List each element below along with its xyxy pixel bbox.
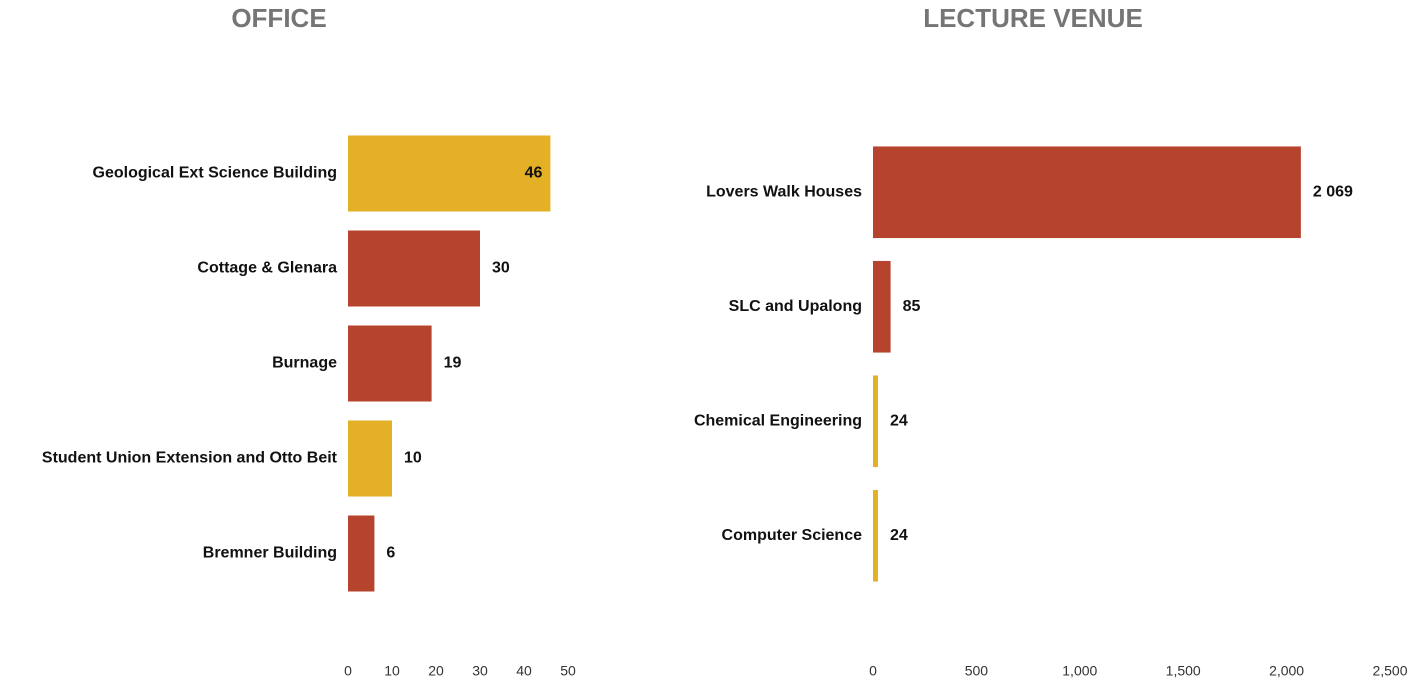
bar xyxy=(348,420,392,497)
value-label: 19 xyxy=(444,355,462,372)
category-label: Burnage xyxy=(272,355,337,372)
value-label: 6 xyxy=(386,545,395,562)
x-tick-label: 30 xyxy=(472,663,488,679)
bar xyxy=(348,230,480,307)
bar xyxy=(873,260,891,353)
bar xyxy=(873,489,878,582)
x-tick-label: 500 xyxy=(965,663,989,679)
bar xyxy=(348,325,432,402)
x-tick-label: 1,500 xyxy=(1166,663,1201,679)
category-label: Chemical Engineering xyxy=(694,412,862,429)
category-label: Cottage & Glenara xyxy=(197,260,337,277)
value-label: 46 xyxy=(525,165,543,182)
x-tick-label: 50 xyxy=(560,663,576,679)
x-tick-label: 0 xyxy=(869,663,877,679)
value-label: 24 xyxy=(890,527,908,544)
x-tick-label: 0 xyxy=(344,663,352,679)
bar xyxy=(873,375,878,468)
category-label: Student Union Extension and Otto Beit xyxy=(42,450,338,467)
value-label: 2 069 xyxy=(1313,183,1353,200)
category-label: Geological Ext Science Building xyxy=(93,165,338,182)
x-tick-label: 40 xyxy=(516,663,532,679)
category-label: Lovers Walk Houses xyxy=(706,183,862,200)
value-label: 30 xyxy=(492,260,510,277)
value-label: 85 xyxy=(903,298,921,315)
bar xyxy=(348,515,375,592)
bar xyxy=(873,146,1301,239)
x-tick-label: 20 xyxy=(428,663,444,679)
category-label: SLC and Upalong xyxy=(729,298,862,315)
category-label: Computer Science xyxy=(722,527,863,544)
chart-title: OFFICE xyxy=(231,3,326,33)
bar xyxy=(348,135,551,212)
category-label: Bremner Building xyxy=(203,545,337,562)
x-tick-label: 2,000 xyxy=(1269,663,1304,679)
x-tick-label: 10 xyxy=(384,663,400,679)
value-label: 10 xyxy=(404,450,422,467)
x-tick-label: 1,000 xyxy=(1062,663,1097,679)
x-tick-label: 2,500 xyxy=(1372,663,1407,679)
chart-title: LECTURE VENUE xyxy=(923,3,1143,33)
value-label: 24 xyxy=(890,412,908,429)
